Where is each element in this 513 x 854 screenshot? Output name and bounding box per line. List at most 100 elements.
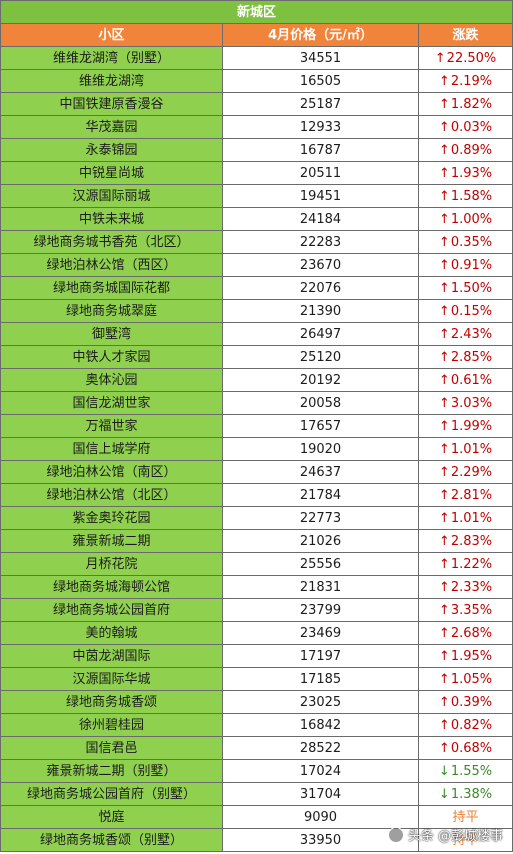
- row-price: 21026: [222, 529, 419, 553]
- row-price: 28522: [222, 736, 419, 760]
- change-value: 2.85%: [450, 349, 493, 365]
- table-row: 悦庭 9090 持平: [0, 805, 513, 829]
- table-row: 中铁人才家园 25120 ↑2.85%: [0, 345, 513, 369]
- row-change: ↑2.29%: [417, 460, 513, 484]
- row-name: 中铁未来城: [0, 207, 223, 231]
- watermark-text: 头条 @彭城楼事: [407, 829, 503, 844]
- row-change: ↑0.15%: [417, 299, 513, 323]
- row-name: 绿地商务城海顿公馆: [0, 575, 223, 599]
- row-change: 持平: [417, 828, 513, 852]
- row-price: 25556: [222, 552, 419, 576]
- row-change: ↑3.35%: [417, 598, 513, 622]
- row-name: 国信龙湖世家: [0, 391, 223, 415]
- row-name: 绿地商务城翠庭: [0, 299, 223, 323]
- row-name: 汉源国际华城: [0, 667, 223, 691]
- change-value: 持平: [452, 832, 479, 848]
- row-name: 紫金奥玲花园: [0, 506, 223, 530]
- row-change: ↑2.19%: [417, 69, 513, 93]
- row-change: ↑0.35%: [417, 230, 513, 254]
- row-price: 21390: [222, 299, 419, 323]
- change-value: 2.19%: [450, 73, 493, 89]
- row-price: 17024: [222, 759, 419, 783]
- row-name: 雍景新城二期: [0, 529, 223, 553]
- table-row: 雍景新城二期 21026 ↑2.83%: [0, 529, 513, 553]
- row-price: 21831: [222, 575, 419, 599]
- row-price: 34551: [222, 46, 419, 70]
- row-price: 16787: [222, 138, 419, 162]
- watermark-logo-icon: [387, 826, 404, 843]
- row-price: 17197: [222, 644, 419, 668]
- change-value: 0.89%: [450, 142, 493, 158]
- change-value: 2.81%: [450, 487, 493, 503]
- row-change: ↑1.05%: [417, 667, 513, 691]
- arrow-up-icon: ↑: [438, 648, 450, 664]
- row-name: 绿地商务城书香苑（北区）: [0, 230, 223, 254]
- row-price: 19020: [222, 437, 419, 461]
- row-name: 维维龙湖湾: [0, 69, 223, 93]
- table-row: 御墅湾 26497 ↑2.43%: [0, 322, 513, 346]
- row-name: 御墅湾: [0, 322, 223, 346]
- change-value: 0.61%: [450, 372, 493, 388]
- table-row: 绿地泊林公馆（北区） 21784 ↑2.81%: [0, 483, 513, 507]
- change-value: 0.35%: [450, 234, 493, 250]
- row-change: ↑1.01%: [417, 437, 513, 461]
- row-price: 19451: [222, 184, 419, 208]
- row-price: 17185: [222, 667, 419, 691]
- table-row: 绿地泊林公馆（南区） 24637 ↑2.29%: [0, 460, 513, 484]
- table-row: 汉源国际华城 17185 ↑1.05%: [0, 667, 513, 691]
- row-change: 持平: [417, 805, 513, 829]
- change-value: 0.15%: [450, 303, 493, 319]
- table-row: 绿地商务城公园首府 23799 ↑3.35%: [0, 598, 513, 622]
- change-value: 1.50%: [450, 280, 493, 296]
- row-name: 汉源国际丽城: [0, 184, 223, 208]
- arrow-up-icon: ↑: [438, 326, 450, 342]
- arrow-up-icon: ↑: [438, 671, 450, 687]
- row-change: ↑1.99%: [417, 414, 513, 438]
- header-price: 4月价格（元/㎡）: [222, 23, 419, 47]
- arrow-up-icon: ↑: [438, 303, 450, 319]
- table-row: 万福世家 17657 ↑1.99%: [0, 414, 513, 438]
- arrow-up-icon: ↑: [438, 464, 450, 480]
- table-row: 绿地商务城国际花都 22076 ↑1.50%: [0, 276, 513, 300]
- table-row: 奥体沁园 20192 ↑0.61%: [0, 368, 513, 392]
- table-row: 绿地商务城翠庭 21390 ↑0.15%: [0, 299, 513, 323]
- arrow-up-icon: ↑: [438, 441, 450, 457]
- row-change: ↓1.38%: [417, 782, 513, 806]
- arrow-up-icon: ↑: [438, 73, 450, 89]
- table-row: 绿地商务城香颂 23025 ↑0.39%: [0, 690, 513, 714]
- table-row: 徐州碧桂园 16842 ↑0.82%: [0, 713, 513, 737]
- table-row: 月桥花院 25556 ↑1.22%: [0, 552, 513, 576]
- row-change: ↑0.82%: [417, 713, 513, 737]
- arrow-up-icon: ↑: [438, 257, 450, 273]
- table-row: 绿地商务城海顿公馆 21831 ↑2.33%: [0, 575, 513, 599]
- change-value: 1.82%: [450, 96, 493, 112]
- row-name: 绿地商务城公园首府（别墅）: [0, 782, 223, 806]
- row-name: 月桥花院: [0, 552, 223, 576]
- row-price: 21784: [222, 483, 419, 507]
- row-name: 绿地泊林公馆（西区）: [0, 253, 223, 277]
- row-name: 中锐星尚城: [0, 161, 223, 185]
- row-name: 国信君邑: [0, 736, 223, 760]
- row-price: 16842: [222, 713, 419, 737]
- row-price: 23799: [222, 598, 419, 622]
- arrow-up-icon: ↑: [438, 625, 450, 641]
- arrow-up-icon: ↑: [438, 188, 450, 204]
- row-price: 23670: [222, 253, 419, 277]
- row-name: 万福世家: [0, 414, 223, 438]
- arrow-up-icon: ↑: [438, 602, 450, 618]
- change-value: 2.68%: [450, 625, 493, 641]
- row-price: 22283: [222, 230, 419, 254]
- row-change: ↑1.00%: [417, 207, 513, 231]
- row-change: ↑0.03%: [417, 115, 513, 139]
- arrow-down-icon: ↓: [438, 786, 450, 802]
- row-name: 国信上城学府: [0, 437, 223, 461]
- row-name: 美的翰城: [0, 621, 223, 645]
- change-value: 2.83%: [450, 533, 493, 549]
- row-name: 悦庭: [0, 805, 223, 829]
- table-row: 中国铁建原香漫谷 25187 ↑1.82%: [0, 92, 513, 116]
- row-price: 17657: [222, 414, 419, 438]
- row-change: ↑1.58%: [417, 184, 513, 208]
- table-row: 维维龙湖湾（别墅） 34551 ↑22.50%: [0, 46, 513, 70]
- change-value: 1.22%: [450, 556, 493, 572]
